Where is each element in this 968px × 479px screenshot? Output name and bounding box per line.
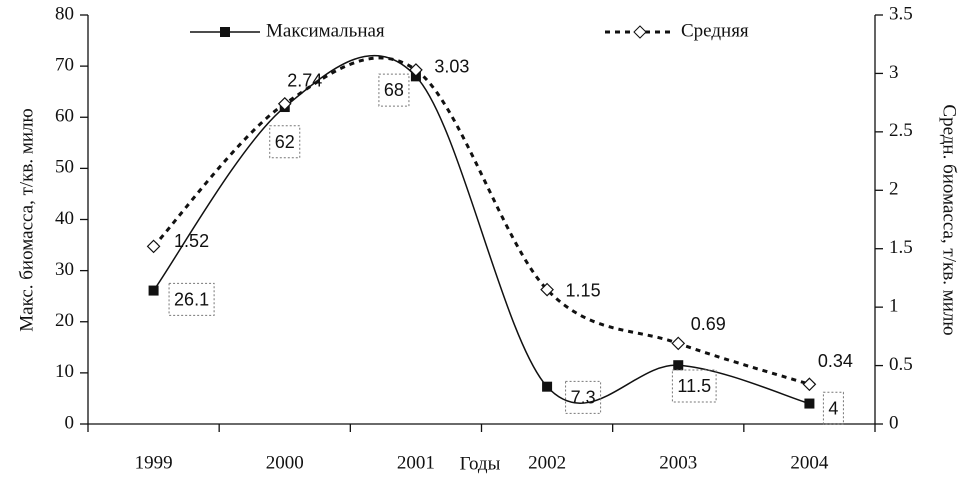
x-tick-label: 2001	[397, 452, 435, 473]
y2-tick-label: 3.5	[889, 3, 913, 24]
data-label: 11.5	[677, 376, 711, 396]
x-tick-label: 2002	[528, 452, 566, 473]
data-label: 1.15	[566, 280, 601, 300]
x-tick-label: 2004	[790, 452, 829, 473]
label-box	[269, 125, 301, 159]
x-tick-label: 2003	[659, 452, 697, 473]
data-label: 2.74	[287, 71, 322, 91]
data-label: 1.52	[174, 231, 209, 251]
legend-label: Максимальная	[266, 20, 385, 41]
y2-tick-label: 2	[889, 179, 899, 200]
marker	[673, 360, 684, 371]
y-tick-label: 20	[55, 310, 74, 331]
legend-marker	[220, 27, 230, 37]
label-box	[565, 380, 602, 414]
y2-tick-label: 0	[889, 412, 899, 433]
marker	[671, 336, 686, 351]
y-tick-label: 50	[55, 157, 74, 178]
x-axis-label: Годы	[460, 453, 501, 474]
y-tick-label: 40	[55, 208, 74, 229]
marker	[540, 282, 554, 297]
data-label: 68	[384, 80, 404, 100]
marker	[148, 285, 159, 296]
y2-tick-label: 0.5	[889, 354, 913, 375]
series-line	[152, 55, 810, 405]
y2-tick-label: 1.5	[889, 237, 913, 258]
data-label: 0.34	[818, 351, 853, 371]
label-box	[378, 73, 410, 107]
data-label: 62	[275, 132, 295, 152]
y-tick-label: 10	[55, 361, 74, 382]
marker	[542, 381, 553, 392]
marker	[409, 63, 423, 77]
y-tick-label: 70	[55, 54, 74, 75]
y2-tick-label: 2.5	[889, 120, 913, 141]
x-tick-label: 2000	[266, 452, 304, 473]
marker	[277, 96, 292, 111]
label-box	[671, 369, 717, 403]
y2-tick-label: 3	[889, 62, 899, 83]
series-line	[152, 56, 810, 386]
marker	[804, 398, 815, 409]
y-axis-label: Макс. биомасса, т/кв. милю	[16, 108, 37, 332]
y-tick-label: 60	[55, 106, 74, 127]
marker	[146, 239, 161, 254]
data-label: 4	[828, 398, 838, 418]
y-tick-label: 0	[65, 412, 75, 433]
data-label: 26.1	[174, 289, 209, 309]
label-box	[822, 391, 844, 425]
y-tick-label: 30	[55, 259, 74, 280]
y2-axis-label: Средн. биомасса, т/кв. милю	[939, 104, 960, 335]
data-label: 7.3	[571, 387, 596, 407]
marker	[802, 377, 817, 392]
legend-label: Средняя	[681, 20, 749, 41]
data-label: 3.03	[434, 57, 469, 77]
legend-marker	[633, 25, 647, 39]
data-label: 0.69	[691, 314, 726, 334]
x-tick-label: 1999	[135, 452, 173, 473]
y-tick-label: 80	[55, 3, 74, 24]
label-box	[168, 282, 215, 316]
y2-tick-label: 1	[889, 296, 899, 317]
